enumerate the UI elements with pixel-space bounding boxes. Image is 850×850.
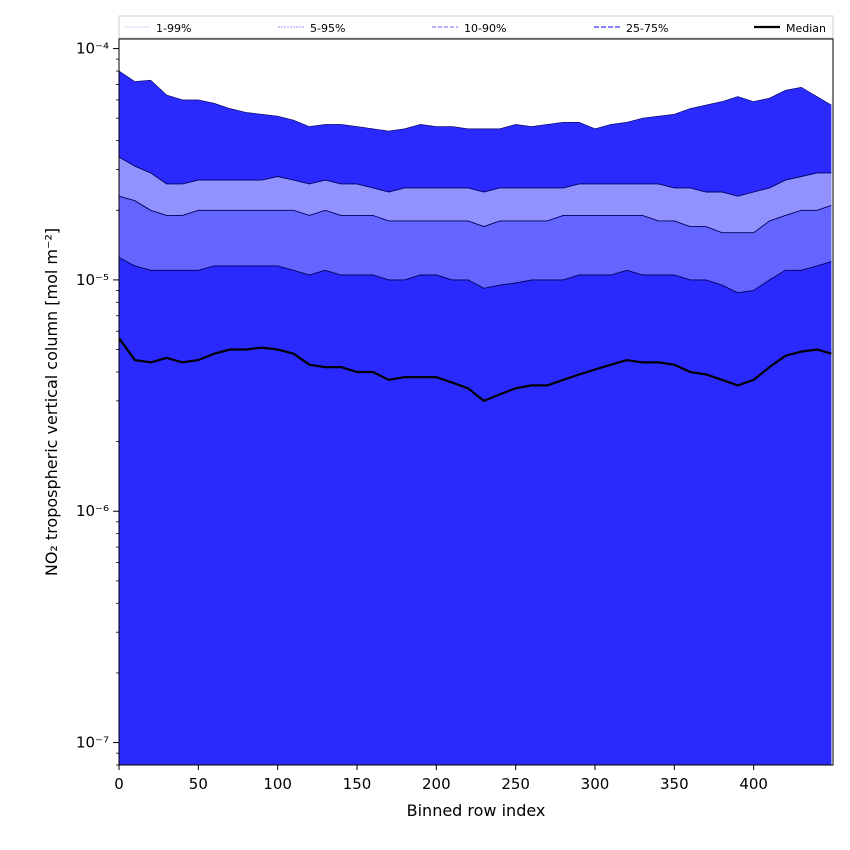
y-tick-label: 10⁻⁶	[76, 502, 109, 520]
y-tick-label: 10⁻⁴	[76, 40, 109, 58]
x-tick-label: 350	[660, 775, 689, 793]
x-tick-label: 200	[422, 775, 451, 793]
x-axis-label: Binned row index	[407, 801, 546, 820]
x-tick-label: 100	[263, 775, 292, 793]
x-tick-label: 0	[114, 775, 124, 793]
y-tick-label: 10⁻⁷	[76, 734, 109, 752]
y-axis-label: NO₂ tropospheric vertical column [mol m⁻…	[42, 228, 61, 576]
plot-frame	[118, 38, 834, 766]
legend-box	[118, 15, 834, 39]
legend-label: 1-99%	[156, 22, 191, 35]
legend-label: 10-90%	[464, 22, 506, 35]
band-upper-edge-1-99%	[119, 70, 832, 132]
lines-layer	[119, 337, 832, 403]
x-tick-label: 250	[501, 775, 530, 793]
bands-layer	[119, 70, 832, 765]
x-tick-label: 400	[739, 775, 768, 793]
band-upper-edge-5-95%	[119, 156, 832, 197]
x-axis-ticks: 0 50 100 150 200 250 300 350 400	[114, 765, 768, 793]
series-line-Median	[119, 337, 832, 403]
band-25-75%	[119, 257, 832, 765]
y-tick-label: 10⁻⁵	[76, 271, 109, 289]
band-upper-edge-25-75%	[119, 257, 832, 294]
x-tick-label: 150	[343, 775, 372, 793]
legend-label: Median	[786, 22, 826, 35]
x-tick-label: 300	[581, 775, 610, 793]
legend-label: 25-75%	[626, 22, 668, 35]
band-upper-edge-10-90%	[119, 195, 832, 234]
legend-label: 5-95%	[310, 22, 345, 35]
y-axis-ticks: 10⁻⁷ 10⁻⁶ 10⁻⁵ 10⁻⁴	[76, 40, 119, 766]
x-tick-label: 50	[189, 775, 208, 793]
legend: 1-99% 5-95% 10-90% 25-75% Median	[118, 15, 834, 39]
